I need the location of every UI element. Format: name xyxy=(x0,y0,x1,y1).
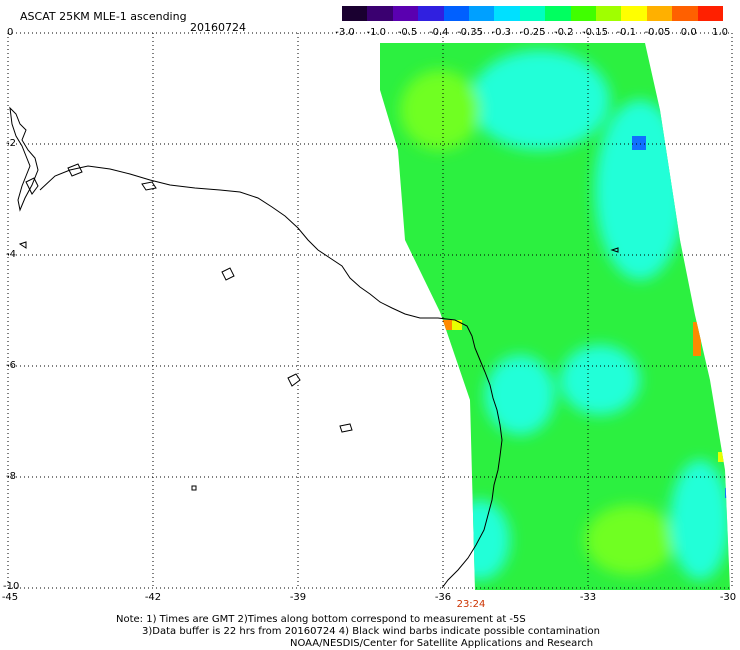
color-scale-label: -0.35 xyxy=(457,27,483,38)
coastal-island-1 xyxy=(25,177,39,195)
marajo-island-coast xyxy=(9,106,39,212)
y-label-8: -8 xyxy=(6,471,16,482)
x-label-45: -45 xyxy=(1,592,19,603)
coastline xyxy=(9,106,619,589)
color-scale-swatch xyxy=(596,6,622,21)
color-scale-label: -0.3 xyxy=(491,27,512,38)
color-scale-label: -0.4 xyxy=(428,27,449,38)
coastal-island-9 xyxy=(610,247,619,253)
color-scale-swatch xyxy=(672,6,699,21)
coastal-island-3 xyxy=(287,373,301,387)
color-scale-swatch xyxy=(646,6,673,21)
y-label-0: 0 xyxy=(7,27,14,38)
swath-patch-cyan-west xyxy=(485,355,555,435)
coastal-island-4 xyxy=(339,423,353,433)
footnote-line-3: NOAA/NESDIS/Center for Satellite Applica… xyxy=(290,638,594,649)
color-scale-label: -0.15 xyxy=(582,27,608,38)
color-scale-swatch xyxy=(697,6,724,21)
swath-patch-cyan-east xyxy=(595,100,685,280)
color-scale-swatch xyxy=(367,6,394,21)
y-label-2: -2 xyxy=(6,138,16,149)
coastal-island-8 xyxy=(191,485,197,491)
color-scale-swatch xyxy=(469,6,495,21)
swath-pixel-orange-east xyxy=(693,322,701,356)
color-scale-swatch xyxy=(570,6,597,21)
color-scale-bar xyxy=(342,6,724,21)
x-label-30: -30 xyxy=(719,592,737,603)
color-scale-label: -0.1 xyxy=(616,27,637,38)
x-label-39: -39 xyxy=(289,592,307,603)
color-scale-swatch xyxy=(545,6,572,21)
color-scale-label: -0.2 xyxy=(553,27,574,38)
coastal-island-5 xyxy=(141,181,157,191)
coastal-island-2 xyxy=(221,267,235,281)
y-label-10: -10 xyxy=(3,581,20,592)
lat-lon-grid xyxy=(7,32,733,589)
product-date: 20160724 xyxy=(190,21,246,34)
x-label-33: -33 xyxy=(579,592,597,603)
coastal-island-6 xyxy=(67,163,83,177)
x-label-42: -42 xyxy=(144,592,162,603)
color-scale-swatch xyxy=(342,6,368,21)
y-label-6: -6 xyxy=(6,360,16,371)
color-scale-swatch xyxy=(519,6,546,21)
pass-time-label: 23:24 xyxy=(456,599,486,610)
swath-pixel-yellow-coast xyxy=(452,320,462,330)
swath-patch-cyan-se xyxy=(670,460,730,580)
swath-patch-lime-nw xyxy=(400,70,480,150)
coastal-island-7 xyxy=(18,241,27,249)
color-scale-label: -0.5 xyxy=(397,27,418,38)
swath-patch-cyan-north xyxy=(470,50,610,150)
product-title: ASCAT 25KM MLE-1 ascending xyxy=(20,10,187,23)
footnote-line-1: Note: 1) Times are GMT 2)Times along bot… xyxy=(116,614,526,625)
brazil-coastline xyxy=(39,165,503,589)
swath-patch-cyan-sw xyxy=(450,500,510,580)
swath-patch-cyan-mid xyxy=(560,345,640,415)
footnote-line-2: 3)Data buffer is 22 hrs from 20160724 4)… xyxy=(142,626,600,637)
color-scale-label: -0.05 xyxy=(644,27,671,38)
x-label-36: -36 xyxy=(434,592,452,603)
color-scale-swatch xyxy=(443,6,470,21)
swath-pixel-blue xyxy=(632,136,646,150)
color-scale-swatch xyxy=(392,6,419,21)
color-scale-swatch xyxy=(621,6,648,21)
y-label-4: -4 xyxy=(6,249,16,260)
swath-patch-lime-south xyxy=(585,505,675,575)
color-scale-swatch xyxy=(494,6,521,21)
swath-pixel-yellow-east xyxy=(718,452,726,462)
color-scale-swatch xyxy=(418,6,445,21)
